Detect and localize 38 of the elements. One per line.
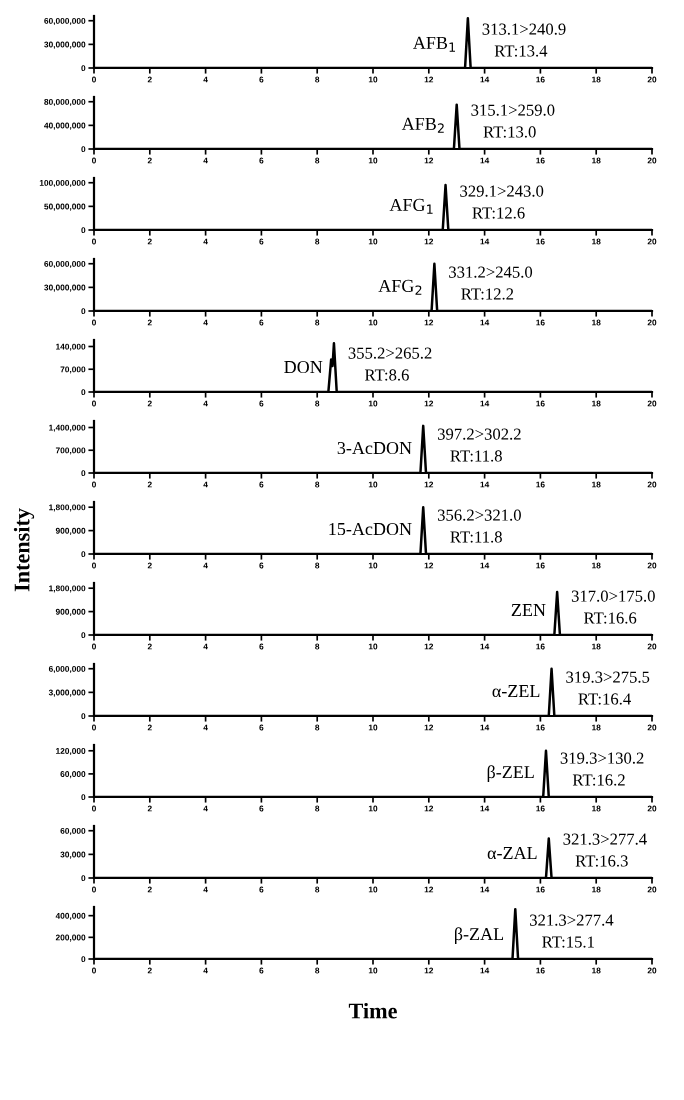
annotation: 15-AcDON: [329, 522, 412, 536]
annotation: RT:13.0: [483, 126, 536, 138]
annotation: β-ZAL: [455, 927, 504, 944]
annotation: 319.3>130.2: [560, 752, 644, 764]
annotation: RT:11.8: [450, 450, 502, 462]
annotation: 397.2>302.2: [437, 428, 521, 440]
annotation: 331.2>245.0: [449, 266, 533, 278]
annotation: 317.0>175.0: [571, 590, 655, 602]
annotation: α-ZAL: [487, 847, 537, 860]
annotation: AFB$_{2}$: [401, 117, 444, 133]
annotation: 356.2>321.0: [437, 509, 521, 521]
annotation: RT:15.1: [542, 936, 594, 948]
annotation: β-ZEL: [487, 765, 534, 782]
annotation: RT:8.6: [364, 369, 409, 381]
annotation: DON: [284, 360, 323, 374]
y-axis-title: Intensity: [13, 508, 35, 592]
annotation: 329.1>243.0: [460, 185, 544, 197]
annotation: RT:16.4: [578, 693, 631, 705]
annotation: α-ZEL: [492, 685, 540, 698]
annotation: RT:16.3: [575, 855, 628, 867]
annotation: AFG$_{1}$: [389, 198, 433, 214]
annotation: 3-AcDON: [337, 441, 412, 455]
annotation: RT:13.4: [494, 45, 548, 57]
annotation: AFB$_{1}$: [413, 36, 455, 52]
annotation: RT:16.2: [572, 774, 625, 786]
x-axis-title: Time: [348, 1002, 397, 1019]
annotation: RT:11.8: [450, 531, 502, 543]
annotation: 315.1>259.0: [471, 104, 555, 116]
annotation: RT:12.2: [461, 288, 514, 300]
annotation: RT:12.6: [472, 207, 525, 219]
annotation: RT:16.6: [584, 612, 637, 624]
annotation: 319.3>275.5: [566, 671, 650, 683]
annotation: AFG$_{2}$: [378, 279, 422, 295]
annotation: 321.3>277.4: [563, 833, 647, 845]
annotation: 321.3>277.4: [530, 914, 614, 926]
annotation: 313.1>240.9: [482, 23, 566, 35]
annotation: 355.2>265.2: [348, 347, 432, 359]
annotation: ZEN: [511, 604, 546, 616]
